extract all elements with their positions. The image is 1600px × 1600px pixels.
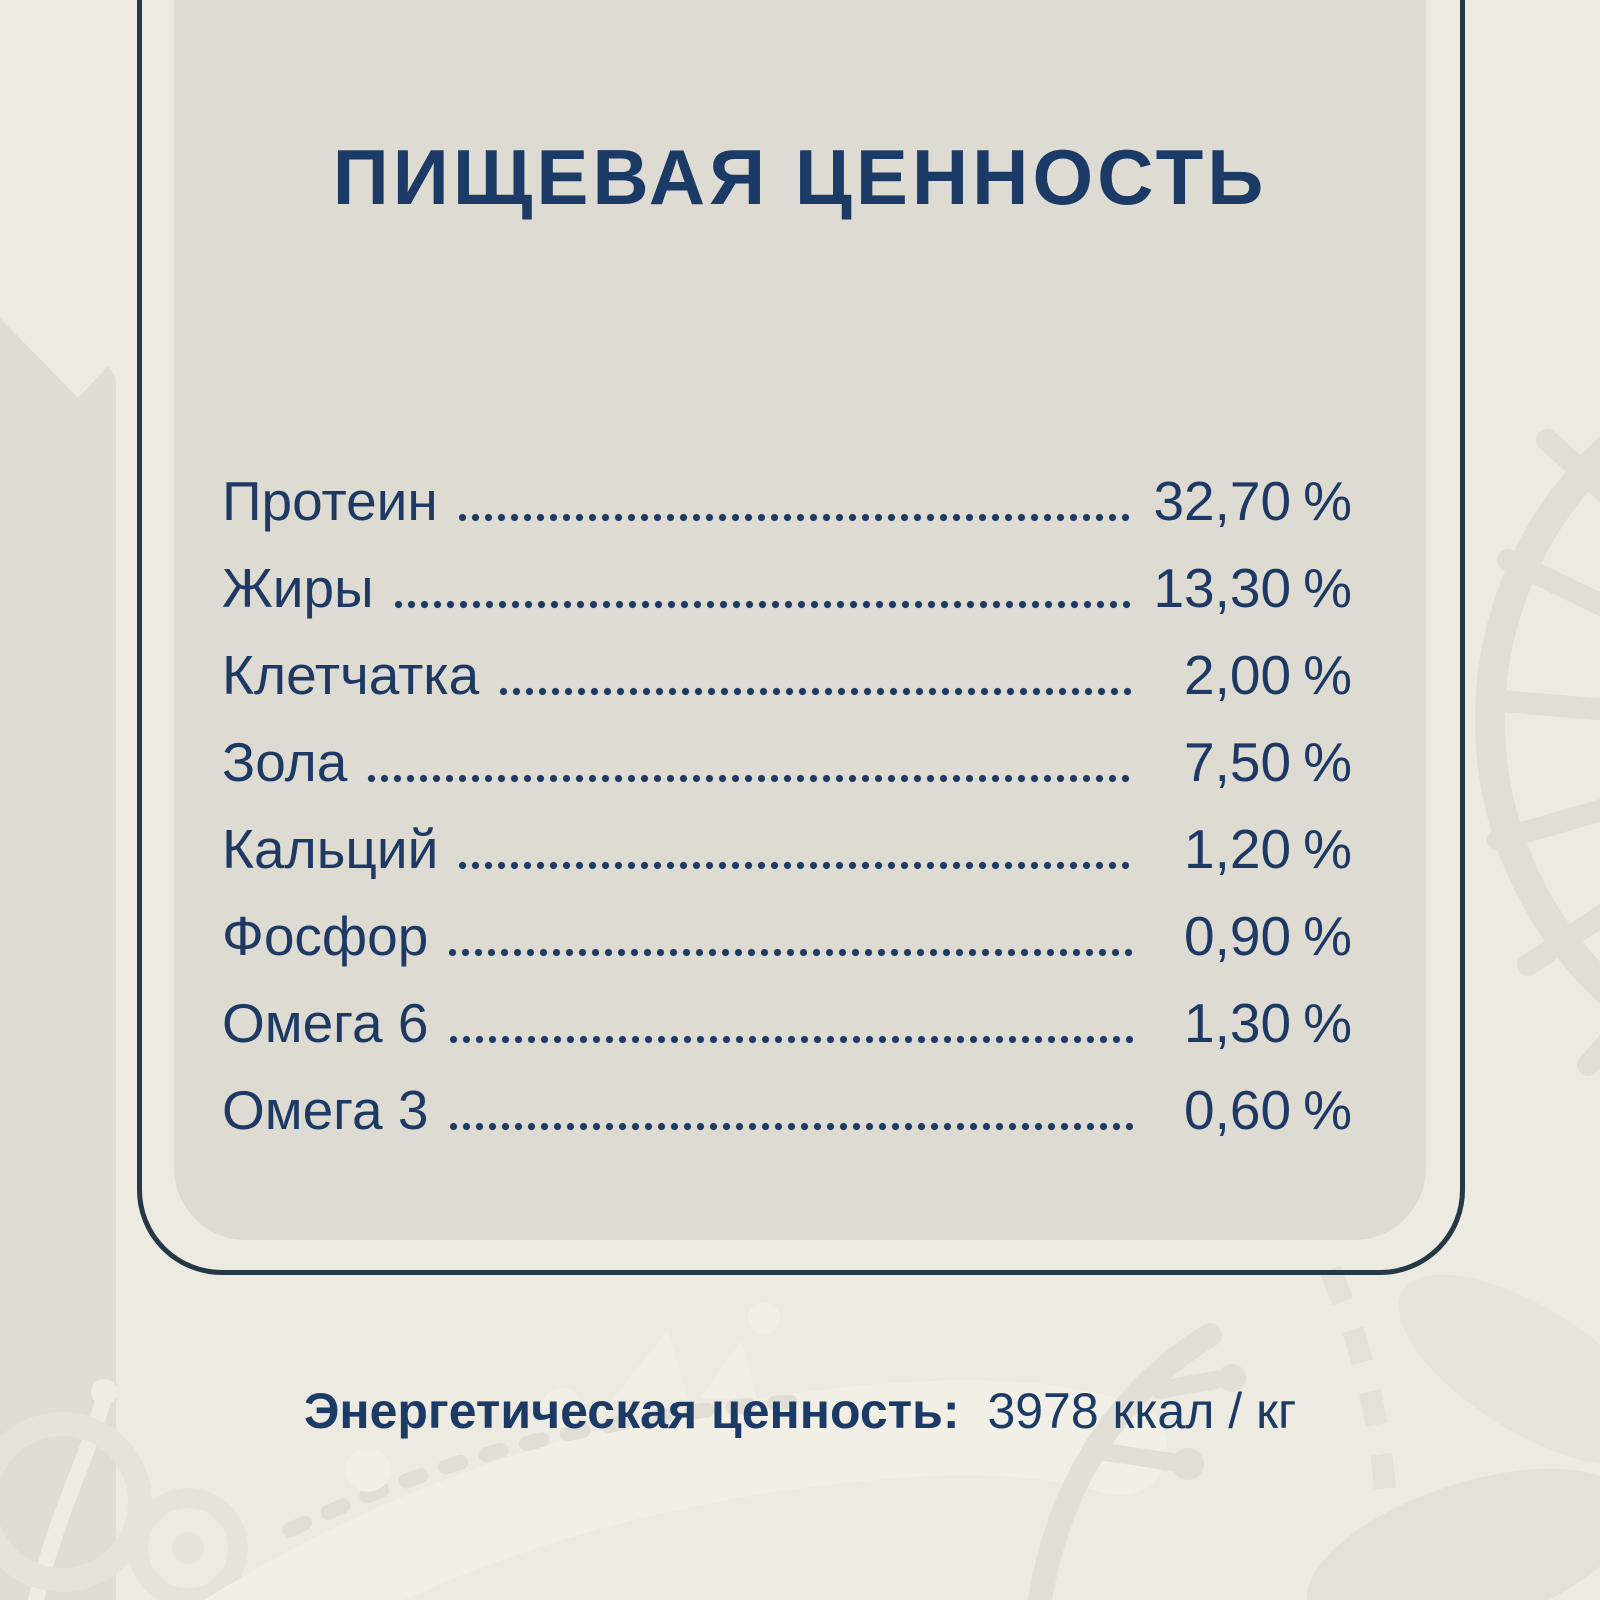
nutrient-unit: % bbox=[1303, 731, 1352, 793]
nutrient-value-group: 2,00 % bbox=[1149, 632, 1352, 719]
energy-label: Энергетическая ценность: bbox=[303, 1383, 960, 1439]
nutrient-label: Кальций bbox=[222, 818, 439, 880]
ornament-sprout-tip bbox=[1218, 1364, 1246, 1392]
ornament-dot bbox=[542, 1388, 582, 1428]
ornament-wheel bbox=[1475, 429, 1600, 1076]
nutrient-label: Жиры bbox=[222, 557, 374, 619]
nutrient-value: 0,60 bbox=[1184, 1079, 1292, 1141]
nutrient-row: Зола 7,50 % bbox=[222, 719, 1352, 806]
ornament-stitches bbox=[282, 1394, 798, 1538]
page-title: ПИЩЕВАЯ ЦЕННОСТЬ bbox=[332, 133, 1268, 221]
nutrient-unit: % bbox=[1303, 557, 1352, 619]
ornament-petal bbox=[1306, 1468, 1600, 1600]
nutrient-value-group: 32,70 % bbox=[1149, 458, 1352, 545]
ornament-petal bbox=[1398, 1274, 1600, 1466]
nutrient-label: Омега 6 bbox=[222, 992, 429, 1054]
nutrient-row: Омега 6 1,30 % bbox=[222, 980, 1352, 1067]
nutrient-unit: % bbox=[1303, 644, 1352, 706]
nutrient-row: Кальций 1,20 % bbox=[222, 806, 1352, 893]
nutrition-table: Протеин 32,70 % Жиры 13,30 % Клетчатка 2… bbox=[222, 458, 1352, 1154]
nutrient-value: 32,70 bbox=[1153, 470, 1292, 532]
nutrient-unit: % bbox=[1303, 1079, 1352, 1141]
nutrient-value-group: 7,50 % bbox=[1149, 719, 1352, 806]
nutrient-value-group: 13,30 % bbox=[1149, 545, 1352, 632]
nutrient-label: Зола bbox=[222, 731, 348, 793]
nutrient-unit: % bbox=[1303, 470, 1352, 532]
nutrient-value: 1,30 bbox=[1184, 992, 1292, 1054]
ornament-dot bbox=[748, 1302, 780, 1334]
nutrient-row: Фосфор 0,90 % bbox=[222, 893, 1352, 980]
nutrient-label: Омега 3 bbox=[222, 1079, 429, 1141]
nutrient-label: Фосфор bbox=[222, 905, 429, 967]
ornament-petal-tip bbox=[612, 1330, 688, 1400]
ornament-ring-dot bbox=[172, 1532, 204, 1564]
ornament-swoosh bbox=[204, 1380, 1168, 1600]
nutrient-value: 1,20 bbox=[1184, 818, 1292, 880]
nutrient-value-group: 1,20 % bbox=[1149, 806, 1352, 893]
energy-value-line: Энергетическая ценность: 3978 ккал / кг bbox=[0, 1382, 1600, 1440]
nutrient-label: Клетчатка bbox=[222, 644, 480, 706]
nutrient-value: 7,50 bbox=[1184, 731, 1292, 793]
ornament-petal-tip bbox=[700, 1340, 756, 1398]
energy-value: 3978 ккал / кг bbox=[987, 1383, 1297, 1439]
nutrient-label: Протеин bbox=[222, 470, 438, 532]
nutrient-value: 0,90 bbox=[1184, 905, 1292, 967]
ornament-sprouts bbox=[1028, 1323, 1225, 1600]
nutrient-row: Протеин 32,70 % bbox=[222, 458, 1352, 545]
nutrient-unit: % bbox=[1303, 905, 1352, 967]
nutrient-row: Клетчатка 2,00 % bbox=[222, 632, 1352, 719]
ornament-ring-small bbox=[128, 1488, 248, 1600]
nutrient-unit: % bbox=[1303, 992, 1352, 1054]
nutrient-value: 2,00 bbox=[1184, 644, 1292, 706]
nutrient-row: Омега 3 0,60 % bbox=[222, 1067, 1352, 1154]
ornament-left-band bbox=[0, 318, 116, 1600]
ornament-left-sprout-tip bbox=[91, 1379, 117, 1405]
nutrient-row: Жиры 13,30 % bbox=[222, 545, 1352, 632]
nutrient-value-group: 0,90 % bbox=[1149, 893, 1352, 980]
nutrient-value-group: 0,60 % bbox=[1149, 1067, 1352, 1154]
nutrient-unit: % bbox=[1303, 818, 1352, 880]
nutrient-value: 13,30 bbox=[1153, 557, 1292, 619]
ornament-dot bbox=[346, 1448, 390, 1492]
nutrient-value-group: 1,30 % bbox=[1149, 980, 1352, 1067]
ornament-sprout-tip bbox=[1172, 1448, 1204, 1480]
ornament-ring-large bbox=[0, 1412, 152, 1592]
nutrition-card bbox=[174, 0, 1426, 1240]
